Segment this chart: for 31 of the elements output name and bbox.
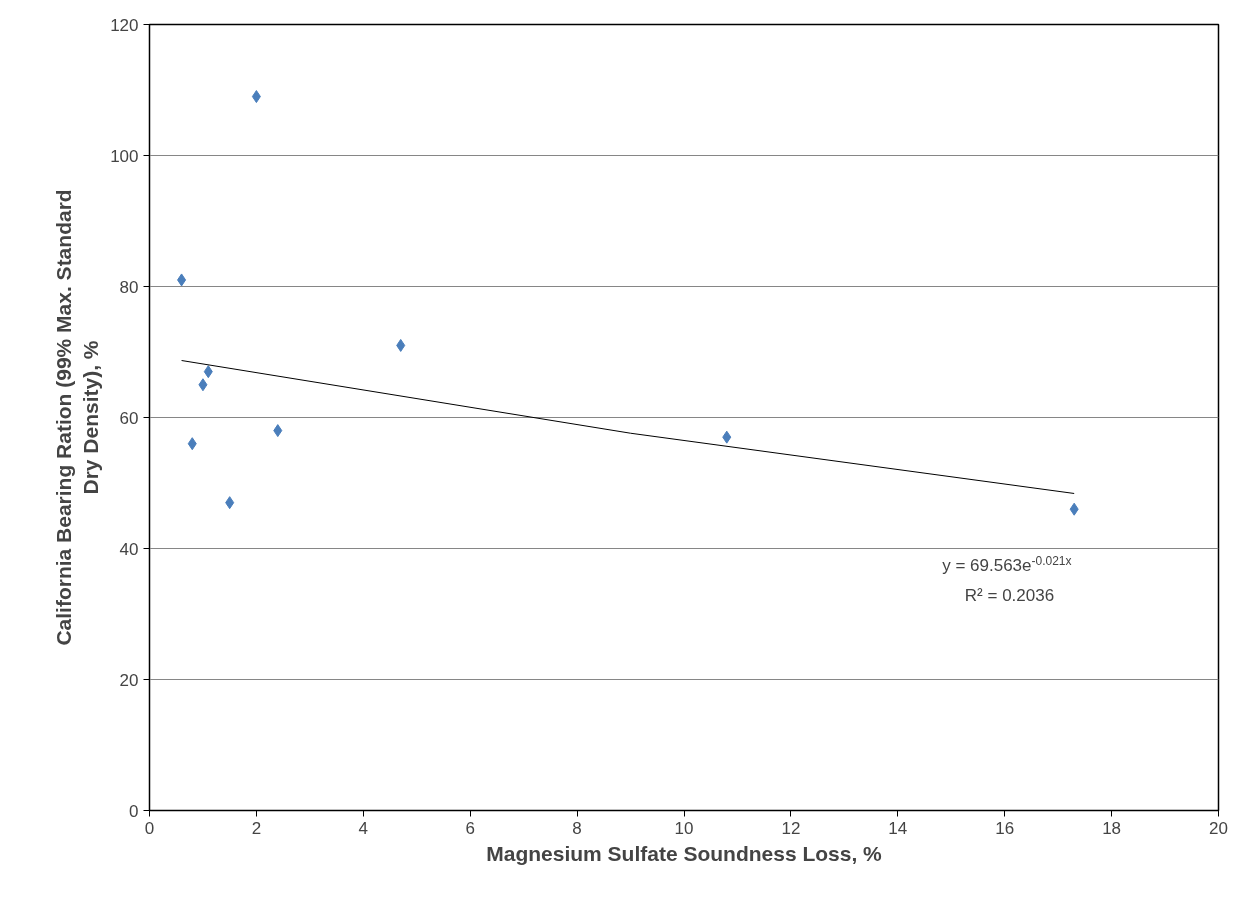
y-tick-label: 40: [119, 539, 139, 559]
x-axis-title: Magnesium Sulfate Soundness Loss, %: [486, 841, 883, 865]
y-tick-label: 80: [119, 277, 139, 297]
y-tick-label: 120: [110, 15, 139, 35]
point: [273, 424, 283, 438]
y-tick-label: 0: [129, 801, 139, 821]
x-tick-label: 12: [781, 818, 801, 838]
y-axis-title: California Bearing Ration (99% Max. Standard Dry Density), %: [51, 189, 103, 646]
point: [251, 90, 261, 104]
point: [396, 338, 406, 352]
point: [1069, 502, 1079, 516]
x-tick-label: 2: [251, 818, 262, 838]
point: [203, 365, 213, 379]
x-tick-label: 16: [995, 818, 1015, 838]
point: [177, 273, 187, 287]
y-tick-label: 60: [119, 408, 139, 428]
x-tick-label: 20: [1209, 818, 1228, 838]
y-tick-label: 20: [119, 670, 139, 690]
point: [722, 430, 732, 444]
annotation: R² = 0.2036: [964, 585, 1055, 605]
x-tick-label: 4: [358, 818, 369, 838]
x-tick-label: 8: [572, 818, 582, 838]
x-tick-label: 18: [1102, 818, 1122, 838]
point: [198, 378, 208, 392]
x-tick-label: 14: [888, 818, 908, 838]
x-tick-label: 10: [674, 818, 694, 838]
x-tick-label: 0: [144, 818, 155, 838]
x-tick-label: 6: [465, 818, 475, 838]
point: [187, 437, 197, 451]
point: [225, 496, 235, 510]
y-tick-label: 100: [110, 146, 139, 166]
